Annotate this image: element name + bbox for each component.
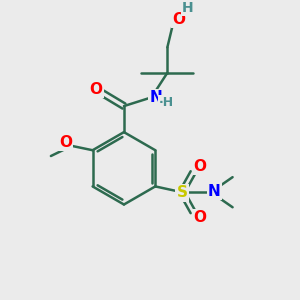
Text: O: O [193, 159, 206, 174]
Text: H: H [182, 1, 194, 15]
Text: ·H: ·H [159, 96, 174, 109]
Text: N: N [208, 184, 221, 199]
Text: N: N [149, 90, 162, 105]
Text: O: O [193, 210, 206, 225]
Text: S: S [176, 185, 188, 200]
Text: O: O [59, 135, 72, 150]
Text: O: O [172, 12, 185, 27]
Text: O: O [89, 82, 102, 97]
